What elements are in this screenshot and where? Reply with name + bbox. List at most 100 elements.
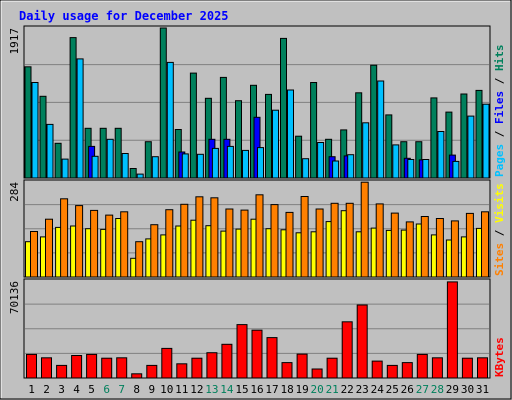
legend-item-pages: Pages — [493, 144, 506, 177]
bar-hits-day-4 — [69, 37, 77, 179]
bar-pages-day-7 — [121, 153, 129, 179]
day-label-13: 13 — [205, 383, 218, 396]
bar-pages-day-11 — [181, 153, 189, 179]
legend-separator: / — [493, 223, 506, 243]
bar-kbytes-day-4 — [71, 355, 83, 379]
bar-pages-day-15 — [242, 149, 249, 179]
day-label-4: 4 — [73, 383, 80, 396]
day-label-29: 29 — [446, 383, 459, 396]
bar-kbytes-day-21 — [326, 357, 338, 379]
bar-pages-day-26 — [407, 159, 415, 179]
bar-pages-day-18 — [287, 89, 294, 179]
bar-hits-day-15 — [235, 100, 242, 179]
bar-pages-day-6 — [106, 138, 114, 179]
bar-kbytes-day-24 — [371, 360, 383, 379]
bar-kbytes-day-14 — [221, 343, 233, 379]
bar-sites-day-17 — [270, 204, 279, 278]
bar-hits-day-10 — [159, 27, 167, 179]
bar-sites-day-20 — [315, 208, 324, 278]
bar-pages-day-20 — [317, 142, 325, 179]
bar-hits-day-31 — [475, 89, 483, 179]
bar-pages-day-13 — [211, 147, 219, 179]
bar-sites-day-22 — [345, 202, 354, 278]
bar-pages-day-29 — [452, 160, 460, 179]
bar-hits-day-19 — [295, 135, 303, 179]
bar-hits-day-28 — [430, 97, 438, 179]
bar-kbytes-day-3 — [56, 364, 68, 379]
bar-kbytes-day-1 — [26, 353, 37, 379]
bar-sites-day-29 — [450, 220, 459, 278]
day-label-3: 3 — [58, 383, 65, 396]
bar-sites-day-8 — [135, 241, 144, 278]
bar-pages-day-24 — [377, 80, 385, 179]
legend-item-files: Files — [493, 91, 506, 124]
bar-pages-day-21 — [332, 160, 340, 179]
bar-kbytes-day-25 — [386, 364, 398, 379]
bar-sites-day-16 — [255, 194, 264, 278]
bar-sites-day-28 — [435, 218, 444, 278]
legend-separator: / — [493, 124, 506, 144]
bar-kbytes-day-6 — [101, 357, 113, 379]
day-label-6: 6 — [103, 383, 110, 396]
legend-item-sites: Sites — [493, 243, 506, 276]
bar-sites-day-12 — [195, 196, 204, 278]
bar-sites-day-11 — [180, 203, 189, 278]
bar-sites-day-3 — [60, 198, 69, 278]
day-label-23: 23 — [356, 383, 369, 396]
day-label-15: 15 — [235, 383, 248, 396]
bar-hits-day-18 — [280, 37, 287, 179]
bar-sites-day-19 — [300, 196, 309, 278]
bar-sites-day-2 — [45, 218, 53, 278]
bar-pages-day-27 — [422, 159, 430, 179]
day-label-18: 18 — [280, 383, 293, 396]
scale-max-label-kbytes: 70136 — [8, 281, 21, 314]
day-label-24: 24 — [371, 383, 385, 396]
chart-panels: 1917 Pages / Files / Hits 284 Sites / Visit… — [8, 25, 506, 396]
bar-pages-day-17 — [272, 109, 279, 179]
bar-sites-day-14 — [225, 208, 234, 278]
day-label-9: 9 — [148, 383, 155, 396]
bar-sites-day-6 — [105, 214, 114, 278]
bar-pages-day-3 — [61, 158, 69, 179]
bar-hits-day-25 — [385, 114, 393, 179]
bar-sites-day-27 — [420, 216, 429, 278]
bar-kbytes-day-15 — [236, 324, 248, 379]
bar-pages-day-19 — [302, 158, 310, 179]
day-label-7: 7 — [118, 383, 125, 396]
legend-hits: Pages / Files / Hits — [493, 45, 506, 178]
day-label-21: 21 — [326, 383, 339, 396]
scale-max-label-visits: 284 — [8, 182, 21, 202]
legend-item-kbytes: KBytes — [493, 337, 506, 377]
bar-hits-day-9 — [144, 141, 152, 179]
bar-kbytes-day-19 — [296, 353, 308, 379]
day-label-1: 1 — [28, 383, 35, 396]
legend-item-hits: Hits — [493, 45, 506, 72]
bar-kbytes-day-10 — [161, 347, 173, 379]
bar-kbytes-day-17 — [266, 337, 278, 379]
day-label-11: 11 — [175, 383, 188, 396]
bar-pages-day-12 — [196, 153, 204, 179]
bar-sites-day-23 — [360, 181, 369, 278]
scale-max-label-hits: 1917 — [8, 28, 21, 55]
bar-sites-day-1 — [30, 231, 38, 278]
day-label-27: 27 — [416, 383, 429, 396]
bar-kbytes-day-27 — [416, 353, 428, 379]
bar-hits-day-12 — [189, 72, 197, 179]
bar-sites-day-26 — [405, 221, 414, 278]
day-label-10: 10 — [160, 383, 173, 396]
bar-kbytes-day-2 — [41, 357, 52, 379]
day-label-5: 5 — [88, 383, 95, 396]
bar-pages-day-1 — [31, 82, 39, 179]
bar-kbytes-day-11 — [176, 363, 188, 379]
day-label-25: 25 — [386, 383, 399, 396]
bar-pages-day-23 — [362, 122, 370, 179]
bar-sites-day-21 — [330, 202, 339, 278]
bar-kbytes-day-18 — [281, 362, 293, 379]
bar-hits-day-3 — [54, 142, 62, 179]
day-label-31: 31 — [476, 383, 489, 396]
legend-item-visits: Visits — [493, 183, 506, 223]
bar-sites-day-10 — [165, 209, 174, 278]
bar-hits-day-30 — [460, 93, 468, 179]
bar-pages-day-8 — [136, 173, 144, 179]
